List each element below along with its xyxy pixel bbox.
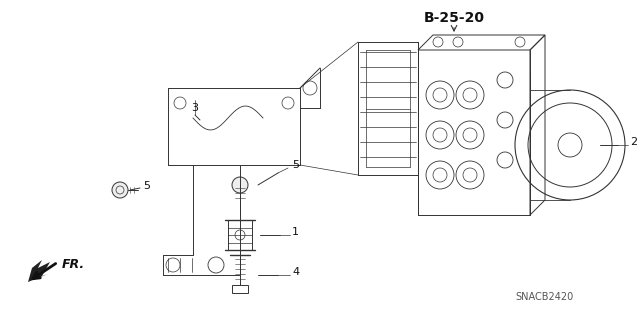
- Text: 2: 2: [630, 137, 637, 147]
- Bar: [232, 285, 248, 293]
- Text: 4: 4: [292, 267, 299, 277]
- Text: 5: 5: [292, 160, 299, 170]
- Circle shape: [232, 177, 248, 193]
- Text: FR.: FR.: [62, 258, 85, 271]
- Text: B-25-20: B-25-20: [424, 11, 484, 25]
- Polygon shape: [28, 260, 50, 282]
- Text: SNACB2420: SNACB2420: [516, 292, 574, 302]
- Text: 3: 3: [191, 103, 198, 113]
- Text: 5: 5: [143, 181, 150, 191]
- Text: 1: 1: [292, 227, 299, 237]
- Circle shape: [112, 182, 128, 198]
